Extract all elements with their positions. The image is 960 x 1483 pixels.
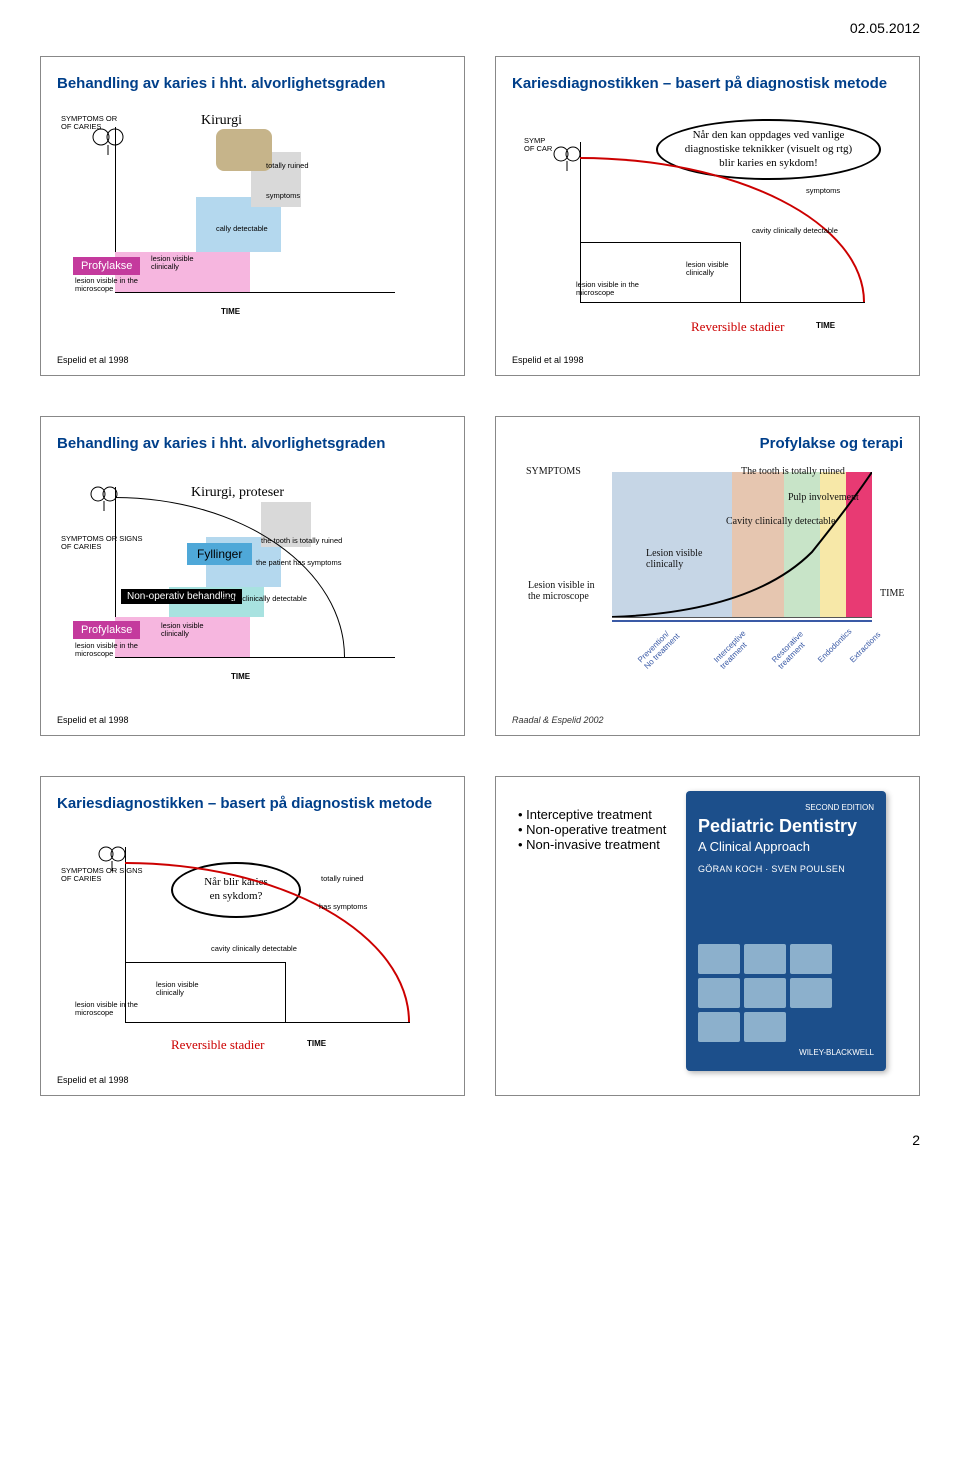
label-visible-micro: lesion visible in themicroscope <box>75 277 138 294</box>
kirurgi-label: Kirurgi <box>201 113 242 129</box>
label-symptoms: symptoms <box>266 192 300 200</box>
slide2-callout-text: Når den kan oppdages ved vanlige diagnos… <box>685 129 852 169</box>
book-title: Pediatric Dentistry <box>698 816 874 837</box>
slide1-chart: Kirurgi totally ruined symptoms cally de… <box>61 117 431 317</box>
book-cover: SECOND EDITION Pediatric Dentistry A Cli… <box>686 791 886 1071</box>
page-number: 2 <box>912 1132 920 1148</box>
row-2: Behandling av karies i hht. alvorlighets… <box>40 416 920 736</box>
slide-4-title: Profylakse og terapi <box>512 435 903 454</box>
xbar-1 <box>612 620 732 622</box>
slide-3-title: Behandling av karies i hht. alvorlighets… <box>57 435 448 454</box>
label-totally-5: totally ruined <box>321 875 364 883</box>
slide-2-title: Kariesdiagnostikken – basert på diagnost… <box>512 75 903 94</box>
xbar-5 <box>846 620 872 622</box>
thumb-2 <box>744 944 786 974</box>
time-label-4: TIME <box>880 588 904 599</box>
y-lbl-2: Cavity clinically detectable <box>726 516 835 527</box>
axis-x <box>115 292 395 293</box>
slide-1-title: Behandling av karies i hht. alvorlighets… <box>57 75 448 94</box>
reversible-label-5: Reversible stadier <box>171 1037 265 1053</box>
time-label-1: TIME <box>221 307 240 316</box>
bullet-2-text: Non-invasive treatment <box>526 837 660 852</box>
label-visible-clin: lesion visibleclinically <box>151 255 194 272</box>
axis-x <box>580 302 865 303</box>
slide4-chart: SYMPTOMS The tooth is totally ruined Pul… <box>526 472 886 662</box>
bullet-1-text: Non-operative treatment <box>526 822 666 837</box>
xbar-4 <box>820 620 846 622</box>
profylakse-label: Profylakse <box>73 257 140 275</box>
thumb-1 <box>698 944 740 974</box>
slide-2: Kariesdiagnostikken – basert på diagnost… <box>495 56 920 376</box>
label-visible-clin-2: lesion visible clinically <box>686 261 729 278</box>
thumb-4 <box>698 978 740 1008</box>
slide-5: Kariesdiagnostikken – basert på diagnost… <box>40 776 465 1096</box>
bullet-1: • Non-operative treatment <box>518 822 666 837</box>
book-publisher: WILEY-BLACKWELL <box>698 1048 874 1057</box>
reversible-label: Reversible stadier <box>691 319 785 335</box>
threshold-h <box>580 242 740 243</box>
y-lbl-3: Lesion visible clinically <box>646 548 702 570</box>
microscope-icon <box>552 145 582 176</box>
threshold-h-5 <box>125 962 285 963</box>
axis-x <box>612 617 872 618</box>
book-thumbs: WILEY-BLACKWELL <box>698 944 874 1057</box>
label-visible-micro-5: lesion visible in themicroscope <box>75 1001 138 1018</box>
label-visible-clin-5: lesion visible clinically <box>156 981 199 998</box>
row-3: Kariesdiagnostikken – basert på diagnost… <box>40 776 920 1096</box>
curve-red-5 <box>125 862 410 1022</box>
page-date: 02.05.2012 <box>40 20 920 36</box>
slide3-chart: Kirurgi, proteser Fyllinger Non-operativ… <box>61 477 431 677</box>
thumb-3 <box>790 944 832 974</box>
label-visible-micro-2: lesion visible in themicroscope <box>576 281 639 298</box>
bullet-0: • Interceptive treatment <box>518 807 666 822</box>
bullet-2: • Non-invasive treatment <box>518 837 666 852</box>
y-axis-header: SYMPTOMS <box>526 466 581 477</box>
thumb-5 <box>744 978 786 1008</box>
bullet-0-text: Interceptive treatment <box>526 807 652 822</box>
slide2-chart: Når den kan oppdages ved vanlige diagnos… <box>516 117 886 317</box>
book-subtitle: A Clinical Approach <box>698 839 874 854</box>
tooth-image <box>216 129 272 171</box>
thumb-8 <box>744 1012 786 1042</box>
xbar-2 <box>732 620 784 622</box>
time-label-3: TIME <box>231 672 250 681</box>
book-edition: SECOND EDITION <box>698 803 874 812</box>
microscope-icon <box>91 127 125 160</box>
slide5-chart: Når blir karies en sykdom? SYMPTOMS OR S… <box>61 837 431 1037</box>
slide4-citation: Raadal & Espelid 2002 <box>512 715 604 725</box>
time-label-2: TIME <box>816 321 835 330</box>
label-cavity-5: cavity clinically detectable <box>211 945 297 953</box>
threshold-v-5 <box>285 962 286 1022</box>
slide3-citation: Espelid et al 1998 <box>57 715 129 725</box>
label-symptoms-2: symptoms <box>806 187 840 195</box>
row-1: Behandling av karies i hht. alvorlighets… <box>40 56 920 376</box>
slide-4: Profylakse og terapi SYMPTOMS The tooth … <box>495 416 920 736</box>
y-lbl-1: Pulp involvement <box>788 492 859 503</box>
label-totally-ruined: totally ruined <box>266 162 309 170</box>
label-symptoms-5: has symptoms <box>319 903 367 911</box>
slide5-citation: Espelid et al 1998 <box>57 1075 129 1085</box>
microscope-icon <box>97 845 127 876</box>
label-cavity: cally detectable <box>216 225 268 233</box>
thumb-7 <box>698 1012 740 1042</box>
slide2-citation: Espelid et al 1998 <box>512 355 584 365</box>
axis-x <box>115 657 395 658</box>
label-cavity-2: cavity clinically detectable <box>752 227 838 235</box>
slide6-bullets: • Interceptive treatment • Non-operative… <box>518 807 666 852</box>
slide1-citation: Espelid et al 1998 <box>57 355 129 365</box>
axis-x <box>125 1022 410 1023</box>
slide-3: Behandling av karies i hht. alvorlighets… <box>40 416 465 736</box>
xbar-3 <box>784 620 820 622</box>
slide-5-title: Kariesdiagnostikken – basert på diagnost… <box>57 795 448 814</box>
threshold-v <box>740 242 741 302</box>
book-authors: GÖRAN KOCH · SVEN POULSEN <box>698 864 874 874</box>
time-label-5: TIME <box>307 1039 326 1048</box>
slide-6: • Interceptive treatment • Non-operative… <box>495 776 920 1096</box>
microscope-icon <box>89 485 119 516</box>
thumb-6 <box>790 978 832 1008</box>
kirurgi-proteser-label: Kirurgi, proteser <box>191 485 284 501</box>
slide-1: Behandling av karies i hht. alvorlighets… <box>40 56 465 376</box>
y-lbl-4: Lesion visible in the microscope <box>528 580 595 602</box>
y-lbl-0: The tooth is totally ruined <box>741 466 845 477</box>
